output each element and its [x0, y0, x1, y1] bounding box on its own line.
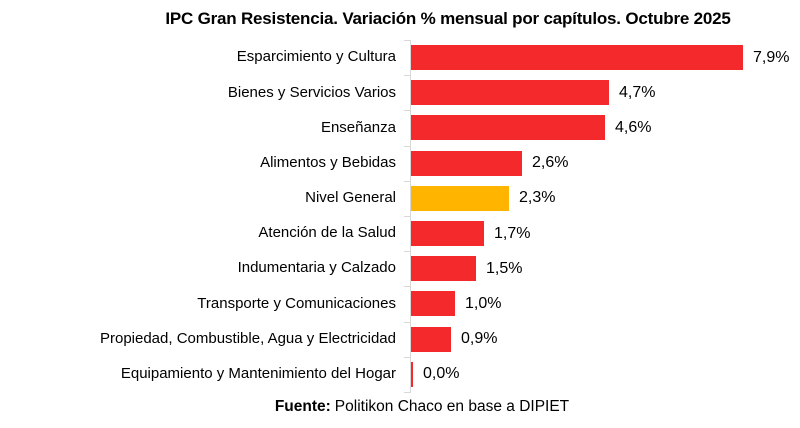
bars-container: Esparcimiento y Cultura 7,9% Bienes y Serv… [0, 40, 800, 392]
axis-tick [404, 216, 410, 217]
bar [411, 256, 476, 282]
axis-tick [404, 357, 410, 358]
bar [411, 80, 609, 106]
bar [411, 115, 605, 141]
category-label: Atención de la Salud [258, 224, 396, 242]
value-label: 1,5% [486, 259, 523, 277]
bar [411, 45, 743, 71]
category-label: Esparcimiento y Cultura [236, 48, 396, 66]
bar [411, 150, 522, 176]
chart-row: Esparcimiento y Cultura 7,9% [0, 40, 800, 75]
value-label: 4,6% [615, 118, 652, 136]
axis-tick [404, 40, 410, 41]
bar [411, 185, 509, 211]
source-label: Fuente: [274, 398, 331, 415]
bar [411, 361, 413, 387]
y-axis-line [410, 40, 411, 393]
axis-tick [404, 146, 410, 147]
category-label: Bienes y Servicios Varios [227, 83, 396, 101]
category-label: Equipamiento y Mantenimiento del Hogar [120, 365, 396, 383]
plot-area: Esparcimiento y Cultura 7,9% Bienes y Serv… [0, 40, 800, 393]
axis-tick [404, 286, 410, 287]
chart-row: Indumentaria y Calzado 1,5% [0, 251, 800, 286]
chart-row: Bienes y Servicios Varios 4,7% [0, 75, 800, 110]
chart-row: Propiedad, Combustible, Agua y Electrici… [0, 322, 800, 357]
source-note: Fuente: Politikon Chaco en base a DIPIET [0, 398, 800, 416]
source-text: Politikon Chaco en base a DIPIET [334, 398, 570, 415]
category-label: Nivel General [305, 189, 396, 207]
value-label: 1,7% [494, 224, 531, 242]
axis-tick [404, 322, 410, 323]
value-label: 2,3% [519, 189, 556, 207]
category-label: Enseñanza [320, 118, 396, 136]
value-label: 0,0% [423, 365, 460, 383]
category-label: Alimentos y Bebidas [260, 153, 396, 171]
chart-row: Alimentos y Bebidas 2,6% [0, 146, 800, 181]
axis-tick [404, 75, 410, 76]
value-label: 7,9% [753, 48, 790, 66]
axis-tick [404, 251, 410, 252]
bar [411, 291, 455, 317]
chart-title: IPC Gran Resistencia. Variación % mensua… [165, 9, 731, 28]
category-label: Propiedad, Combustible, Agua y Electrici… [99, 329, 396, 347]
bar [411, 326, 451, 352]
axis-tick [404, 181, 410, 182]
bar [411, 221, 484, 247]
chart-row: Enseñanza 4,6% [0, 110, 800, 145]
axis-tick [404, 392, 410, 393]
value-label: 1,0% [465, 294, 502, 312]
chart-row: Nivel General 2,3% [0, 181, 800, 216]
chart-row: Atención de la Salud 1,7% [0, 216, 800, 251]
value-label: 2,6% [532, 154, 569, 172]
chart-row: Equipamiento y Mantenimiento del Hogar 0,… [0, 357, 800, 392]
category-label: Transporte y Comunicaciones [197, 294, 396, 312]
category-label: Indumentaria y Calzado [237, 259, 396, 277]
value-label: 0,9% [461, 330, 498, 348]
chart-row: Transporte y Comunicaciones 1,0% [0, 286, 800, 321]
value-label: 4,7% [619, 83, 656, 101]
axis-tick [404, 110, 410, 111]
